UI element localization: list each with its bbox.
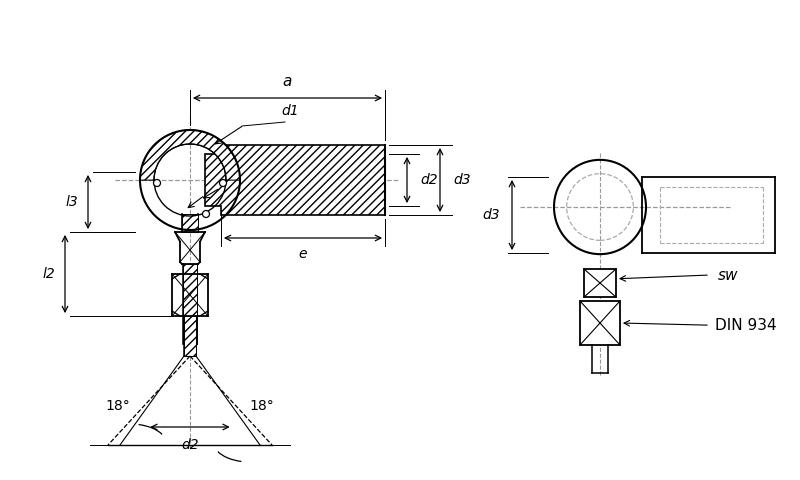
Polygon shape bbox=[221, 154, 385, 206]
Text: sw: sw bbox=[718, 267, 738, 283]
Text: d2: d2 bbox=[181, 438, 199, 452]
Text: e: e bbox=[298, 247, 307, 261]
Text: a: a bbox=[283, 74, 292, 89]
Text: d2: d2 bbox=[420, 173, 438, 187]
Text: 18°: 18° bbox=[250, 399, 274, 413]
Text: DIN 934: DIN 934 bbox=[715, 318, 777, 333]
Text: l3: l3 bbox=[66, 195, 78, 209]
Polygon shape bbox=[140, 130, 240, 180]
Circle shape bbox=[219, 180, 226, 187]
Text: d3: d3 bbox=[482, 208, 500, 222]
Polygon shape bbox=[183, 264, 197, 344]
Polygon shape bbox=[184, 316, 196, 356]
Text: l2: l2 bbox=[42, 267, 55, 281]
Polygon shape bbox=[182, 214, 198, 232]
Text: 18°: 18° bbox=[106, 399, 130, 413]
Polygon shape bbox=[580, 301, 620, 345]
Circle shape bbox=[202, 211, 210, 217]
Polygon shape bbox=[140, 130, 240, 180]
Text: d1: d1 bbox=[281, 104, 299, 118]
Text: d3: d3 bbox=[453, 173, 470, 187]
Polygon shape bbox=[205, 145, 385, 215]
Circle shape bbox=[154, 180, 161, 187]
Polygon shape bbox=[584, 269, 616, 297]
